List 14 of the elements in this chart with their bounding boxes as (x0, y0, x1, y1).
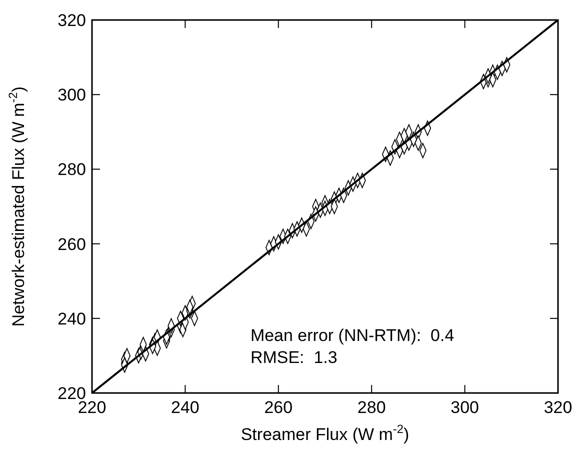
x-tick-label: 320 (544, 398, 572, 417)
x-tick-label: 220 (78, 398, 106, 417)
y-tick-label: 240 (58, 309, 86, 328)
x-tick-label: 300 (450, 398, 479, 417)
annotation: RMSE: 1.3 (250, 348, 338, 367)
x-tick-label: 280 (357, 398, 386, 417)
y-tick-label: 300 (58, 86, 86, 105)
y-tick-label: 280 (58, 160, 86, 180)
x-axis-title: Streamer Flux (W m$^{-2}$) (240, 422, 410, 444)
y-tick-label: 260 (58, 234, 86, 254)
x-tick-label: 240 (171, 398, 200, 417)
x-tick-label: 260 (264, 398, 293, 417)
y-tick-label: 320 (58, 11, 86, 30)
annotation: Mean error (NN-RTM): 0.4 (250, 326, 454, 345)
